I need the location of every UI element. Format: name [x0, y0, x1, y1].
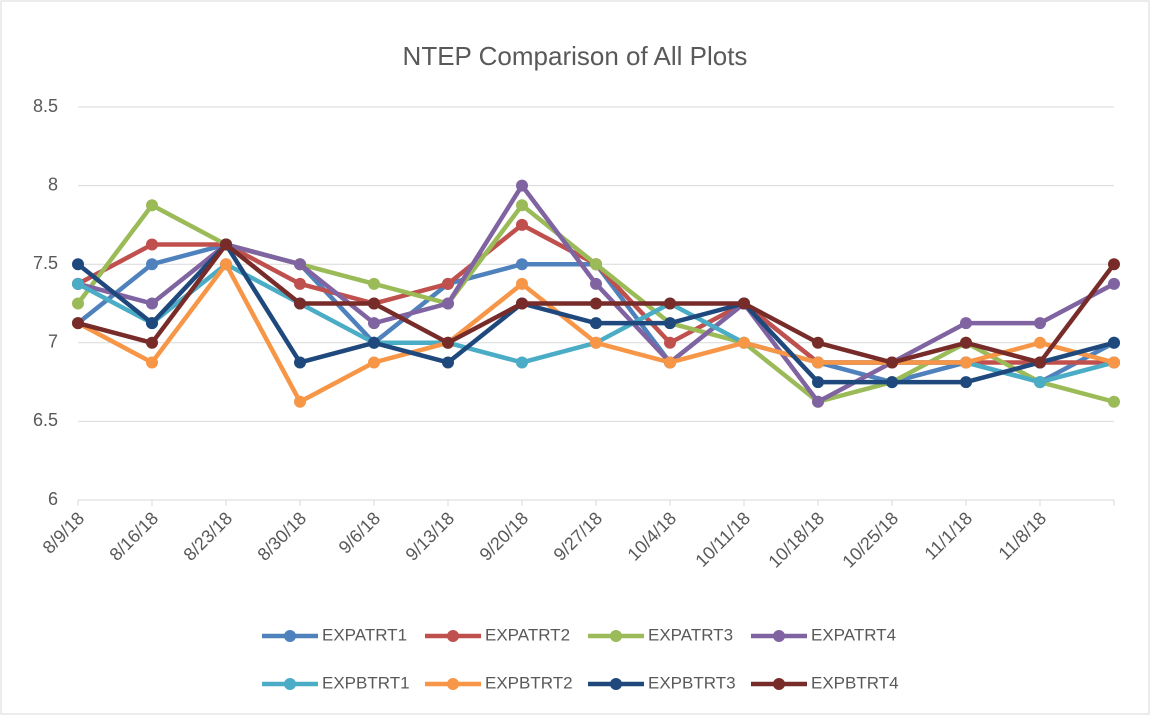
data-point: [886, 356, 898, 369]
data-point: [738, 336, 750, 349]
data-point: [146, 258, 158, 271]
y-tick-label: 8: [48, 174, 58, 194]
data-point: [1034, 336, 1046, 349]
data-point: [146, 199, 158, 212]
legend-label: EXPBTRT4: [811, 673, 899, 692]
data-point: [960, 376, 972, 389]
data-point: [1034, 356, 1046, 369]
data-point: [812, 356, 824, 369]
data-point: [516, 258, 528, 271]
data-point: [664, 356, 676, 369]
data-point: [960, 356, 972, 369]
data-point: [664, 336, 676, 349]
legend-label: EXPATRT4: [811, 625, 896, 644]
data-point: [516, 179, 528, 192]
y-tick-label: 6.5: [33, 410, 58, 430]
data-point: [220, 258, 232, 271]
data-point: [516, 277, 528, 290]
legend-label: EXPBTRT3: [648, 673, 736, 692]
data-point: [590, 336, 602, 349]
data-point: [590, 258, 602, 271]
legend-marker: [284, 678, 296, 690]
legend-marker: [447, 630, 459, 642]
y-tick-label: 7.5: [33, 253, 58, 273]
data-point: [1034, 317, 1046, 330]
data-point: [146, 317, 158, 330]
legend-label: EXPATRT3: [648, 625, 733, 644]
data-point: [72, 277, 84, 290]
data-point: [442, 297, 454, 310]
legend-label: EXPATRT2: [485, 625, 570, 644]
y-tick-label: 7: [48, 332, 58, 352]
legend-label: EXPBTRT1: [322, 673, 410, 692]
data-point: [294, 297, 306, 310]
data-point: [368, 336, 380, 349]
legend-marker: [610, 678, 622, 690]
data-point: [1108, 395, 1120, 408]
data-point: [72, 317, 84, 330]
data-point: [886, 376, 898, 389]
data-point: [516, 356, 528, 369]
data-point: [368, 277, 380, 290]
data-point: [146, 238, 158, 251]
y-tick-label: 6: [48, 489, 58, 509]
data-point: [1108, 258, 1120, 271]
data-point: [664, 297, 676, 310]
data-point: [590, 317, 602, 330]
data-point: [812, 395, 824, 408]
chart-title: NTEP Comparison of All Plots: [403, 41, 748, 71]
data-point: [516, 297, 528, 310]
data-point: [146, 297, 158, 310]
data-point: [1108, 356, 1120, 369]
data-point: [590, 297, 602, 310]
legend-marker: [284, 630, 296, 642]
data-point: [368, 317, 380, 330]
data-point: [220, 238, 232, 251]
data-point: [664, 317, 676, 330]
data-point: [442, 336, 454, 349]
data-point: [146, 356, 158, 369]
data-point: [812, 376, 824, 389]
data-point: [368, 356, 380, 369]
y-tick-label: 8.5: [33, 96, 58, 116]
data-point: [294, 395, 306, 408]
data-point: [738, 297, 750, 310]
data-point: [72, 297, 84, 310]
data-point: [368, 297, 380, 310]
legend-label: EXPATRT1: [322, 625, 407, 644]
data-point: [516, 199, 528, 212]
legend-marker: [447, 678, 459, 690]
data-point: [294, 258, 306, 271]
data-point: [1108, 277, 1120, 290]
data-point: [812, 336, 824, 349]
data-point: [442, 356, 454, 369]
data-point: [146, 336, 158, 349]
legend-marker: [773, 630, 785, 642]
legend-label: EXPBTRT2: [485, 673, 573, 692]
legend-marker: [610, 630, 622, 642]
data-point: [294, 356, 306, 369]
data-point: [1108, 336, 1120, 349]
data-point: [590, 277, 602, 290]
legend-marker: [773, 678, 785, 690]
data-point: [516, 218, 528, 231]
data-point: [1034, 376, 1046, 389]
data-point: [442, 277, 454, 290]
data-point: [960, 317, 972, 330]
data-point: [72, 258, 84, 271]
data-point: [960, 336, 972, 349]
data-point: [294, 277, 306, 290]
